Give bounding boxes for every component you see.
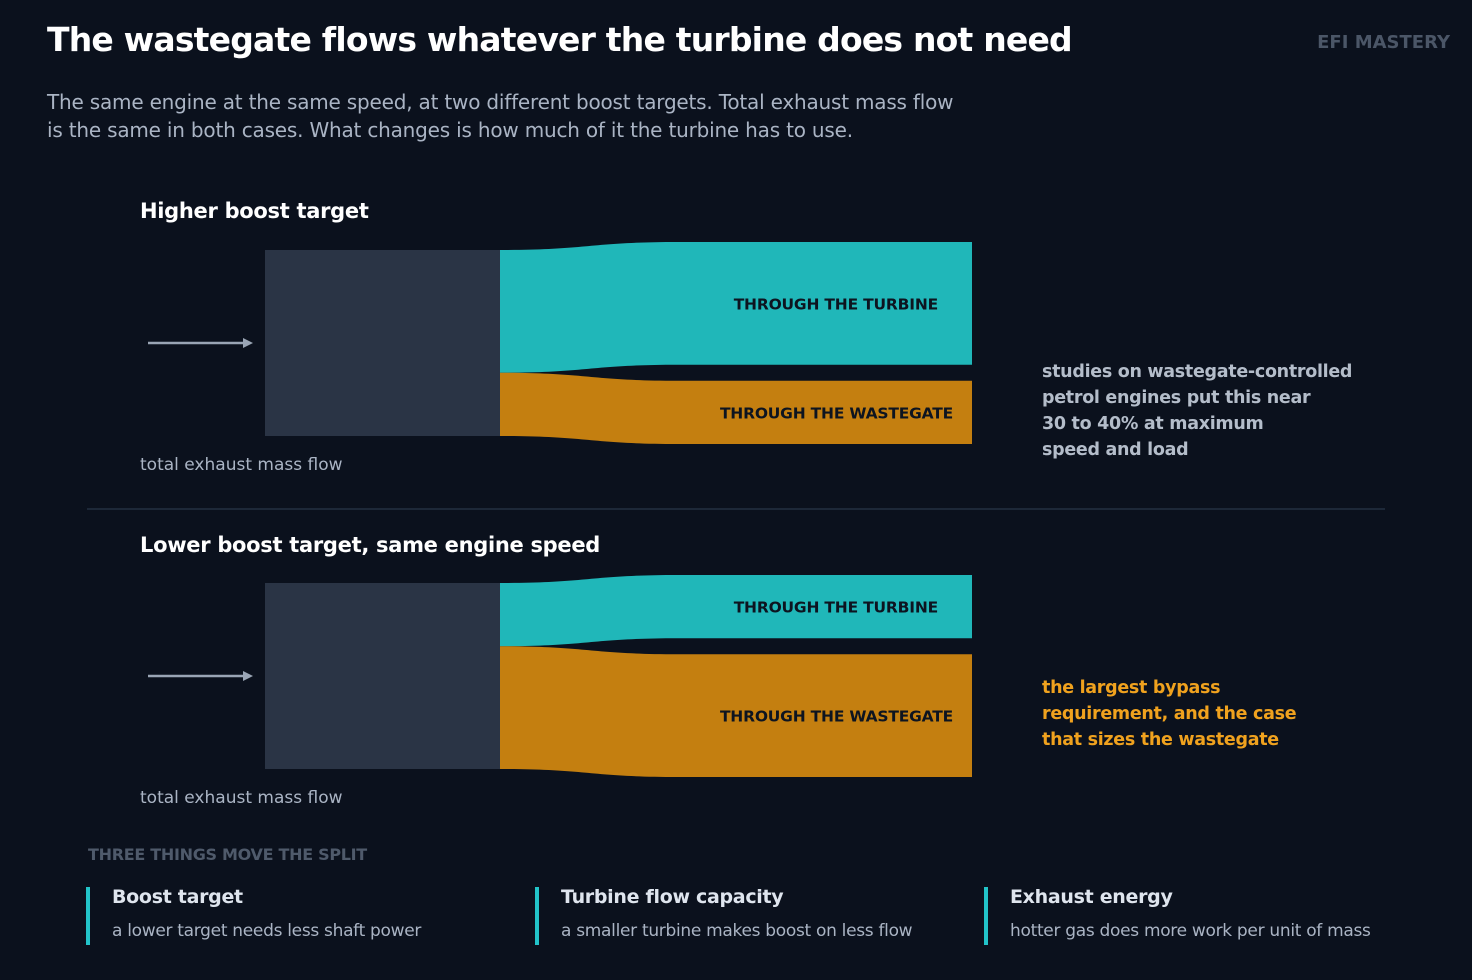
source-block-total-flow [265, 583, 500, 769]
factor-boost-target: Boost target a lower target needs less s… [86, 887, 421, 945]
factor-exhaust-energy: Exhaust energy hotter gas does more work… [984, 887, 1371, 945]
wastegate-flow-band [500, 646, 972, 777]
factor-title: Turbine flow capacity [561, 886, 784, 908]
scenario-1-title: Higher boost target [140, 199, 369, 223]
scenario-2-source-label: total exhaust mass flow [140, 788, 343, 808]
source-block-total-flow [265, 250, 500, 436]
note-line: speed and load [1042, 440, 1189, 460]
subtitle-line-2: is the same in both cases. What changes … [47, 118, 853, 142]
scenario-2-flow: THROUGH THE TURBINE THROUGH THE WASTEGATE [148, 575, 972, 777]
note-line: the largest bypass [1042, 678, 1221, 698]
note-line: petrol engines put this near [1042, 388, 1311, 408]
wastegate-band-label: THROUGH THE WASTEGATE [720, 404, 953, 422]
factor-description: hotter gas does more work per unit of ma… [1010, 921, 1371, 941]
factor-description: a lower target needs less shaft power [112, 921, 422, 941]
factor-title: Exhaust energy [1010, 886, 1173, 908]
scenario-2-title: Lower boost target, same engine speed [140, 533, 601, 557]
factor-title: Boost target [112, 886, 243, 908]
factor-turbine-flow-capacity: Turbine flow capacity a smaller turbine … [535, 886, 913, 945]
wastegate-flow-band [500, 372, 972, 444]
factors-heading: THREE THINGS MOVE THE SPLIT [88, 845, 367, 864]
turbine-flow-band [500, 575, 972, 647]
turbine-band-label: THROUGH THE TURBINE [734, 295, 938, 313]
brand-logo-text: EFI MASTERY [1317, 32, 1450, 53]
scenario-divider [87, 508, 1385, 510]
scenario-1-flow: THROUGH THE TURBINE THROUGH THE WASTEGATE [148, 242, 972, 444]
note-line: requirement, and the case [1042, 704, 1297, 724]
subtitle-line-1: The same engine at the same speed, at tw… [47, 90, 954, 114]
page-title: The wastegate flows whatever the turbine… [47, 20, 1073, 59]
inflow-arrow-icon [243, 671, 253, 681]
factor-description: a smaller turbine makes boost on less fl… [561, 921, 913, 941]
turbine-band-label: THROUGH THE TURBINE [734, 599, 938, 617]
inflow-arrow-icon [243, 338, 253, 348]
turbine-flow-band [500, 242, 972, 373]
wastegate-band-label: THROUGH THE WASTEGATE [720, 708, 953, 726]
note-line: studies on wastegate-controlled [1042, 362, 1353, 382]
scenario-1-source-label: total exhaust mass flow [140, 455, 343, 475]
note-line: 30 to 40% at maximum [1042, 414, 1264, 434]
scenario-1-note: studies on wastegate-controlled petrol en… [1042, 359, 1352, 463]
note-line: that sizes the wastegate [1042, 730, 1279, 750]
scenario-2-note: the largest bypass requirement, and the c… [1042, 675, 1297, 753]
